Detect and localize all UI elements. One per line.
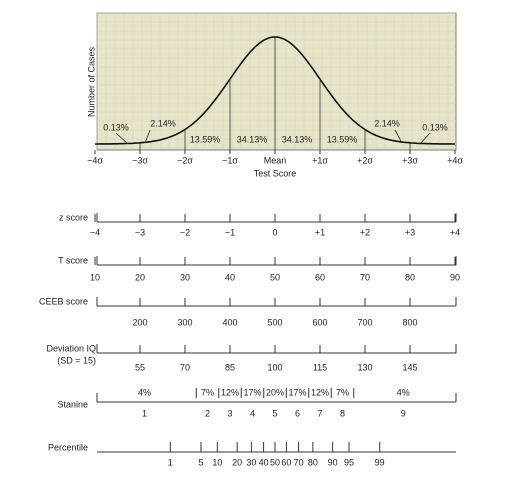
sigma-label: +1σ [312,155,328,165]
scale-value: +4 [450,227,460,237]
scale-value: 145 [402,362,417,372]
stanine-percent: 12% [221,387,239,397]
scale-value: −2 [180,227,190,237]
scale-value: 400 [222,317,237,327]
scale-label: Percentile [48,442,88,452]
scale-value: +1 [315,227,325,237]
area-label: 0.13% [103,122,129,132]
scale-value: −4 [90,227,100,237]
scale-value: 85 [225,362,235,372]
area-label: 13.59% [327,134,358,144]
sigma-label: −4σ [87,155,103,165]
arrow [419,132,431,145]
sigma-label: +2σ [357,155,373,165]
scale-value: 7 [317,408,322,418]
scale-value: 99 [375,457,385,467]
scale-value: 8 [340,408,345,418]
area-label: 0.13% [422,122,448,132]
scale-value: 70 [294,457,304,467]
stanine-percent: 20% [266,387,284,397]
scale-value: 90 [450,272,460,282]
scale-value: 70 [360,272,370,282]
scale-value: 2 [205,408,210,418]
scale-value: 20 [232,457,242,467]
scale-value: 50 [270,272,280,282]
scale-label: Deviation IQ [46,343,96,353]
scale-value: 300 [177,317,192,327]
scale-value: 700 [357,317,372,327]
sigma-label: +4σ [447,155,463,165]
scale-value: −3 [135,227,145,237]
sigma-label: Mean [264,155,287,165]
scale-value: 40 [259,457,269,467]
scale-value: 30 [180,272,190,282]
scale-value: 6 [295,408,300,418]
scale-value: 0 [272,227,277,237]
area-label: 34.13% [282,134,313,144]
stanine-percent: 7% [201,387,214,397]
scale-value: 9 [401,408,406,418]
area-label: 2.14% [374,118,400,128]
scale-value: 80 [308,457,318,467]
sigma-label: +3σ [402,155,418,165]
scale-value: 3 [227,408,232,418]
scale-value: 5 [198,457,203,467]
scale-value: 200 [132,317,147,327]
scale-value: 10 [90,272,100,282]
scale-value: 600 [312,317,327,327]
stanine-percent: 7% [336,387,349,397]
scale-value: 55 [135,362,145,372]
stanine-percent: 12% [311,387,329,397]
scale-value: +3 [405,227,415,237]
scale-sublabel: (SD = 15) [57,355,96,365]
scale-label: CEEB score [39,296,88,306]
area-label: 34.13% [237,134,268,144]
scale-value: 115 [313,362,327,372]
scale-value: 50 [270,457,280,467]
scale-value: 60 [281,457,291,467]
scale-label: T score [58,255,88,265]
sigma-label: −2σ [177,155,193,165]
scale-value: 1 [168,457,173,467]
stanine-percent: 17% [288,387,306,397]
x-axis-label: Test Score [254,168,297,178]
stanine-percent: 4% [397,387,410,397]
arrow [394,129,403,144]
scale-value: 130 [357,362,372,372]
arrow [115,132,129,145]
y-axis-label: Number of Cases [86,46,96,117]
scale-label: z score [59,212,88,222]
scale-value: 20 [135,272,145,282]
scale-value: −1 [225,227,235,237]
scale-value: 60 [315,272,325,282]
scale-label: Stanine [57,399,88,409]
scale-value: +2 [360,227,370,237]
area-label: 13.59% [190,134,221,144]
scale-value: 500 [267,317,282,327]
scale-value: 95 [344,457,354,467]
scale-value: 30 [246,457,256,467]
stanine-percent: 17% [243,387,261,397]
scale-value: 80 [405,272,415,282]
stanine-percent: 4% [138,387,151,397]
scale-value: 5 [272,408,277,418]
scale-value: 90 [328,457,338,467]
scale-value: 40 [225,272,235,282]
sigma-label: −3σ [132,155,148,165]
scale-value: 4 [250,408,255,418]
scale-value: 800 [402,317,417,327]
area-label: 2.14% [150,118,176,128]
plot-area [96,12,457,151]
scale-value: 10 [212,457,222,467]
scale-value: 100 [267,362,282,372]
scale-value: 1 [142,408,147,418]
arrow [144,129,151,144]
sigma-label: −1σ [222,155,238,165]
scale-value: 70 [180,362,190,372]
